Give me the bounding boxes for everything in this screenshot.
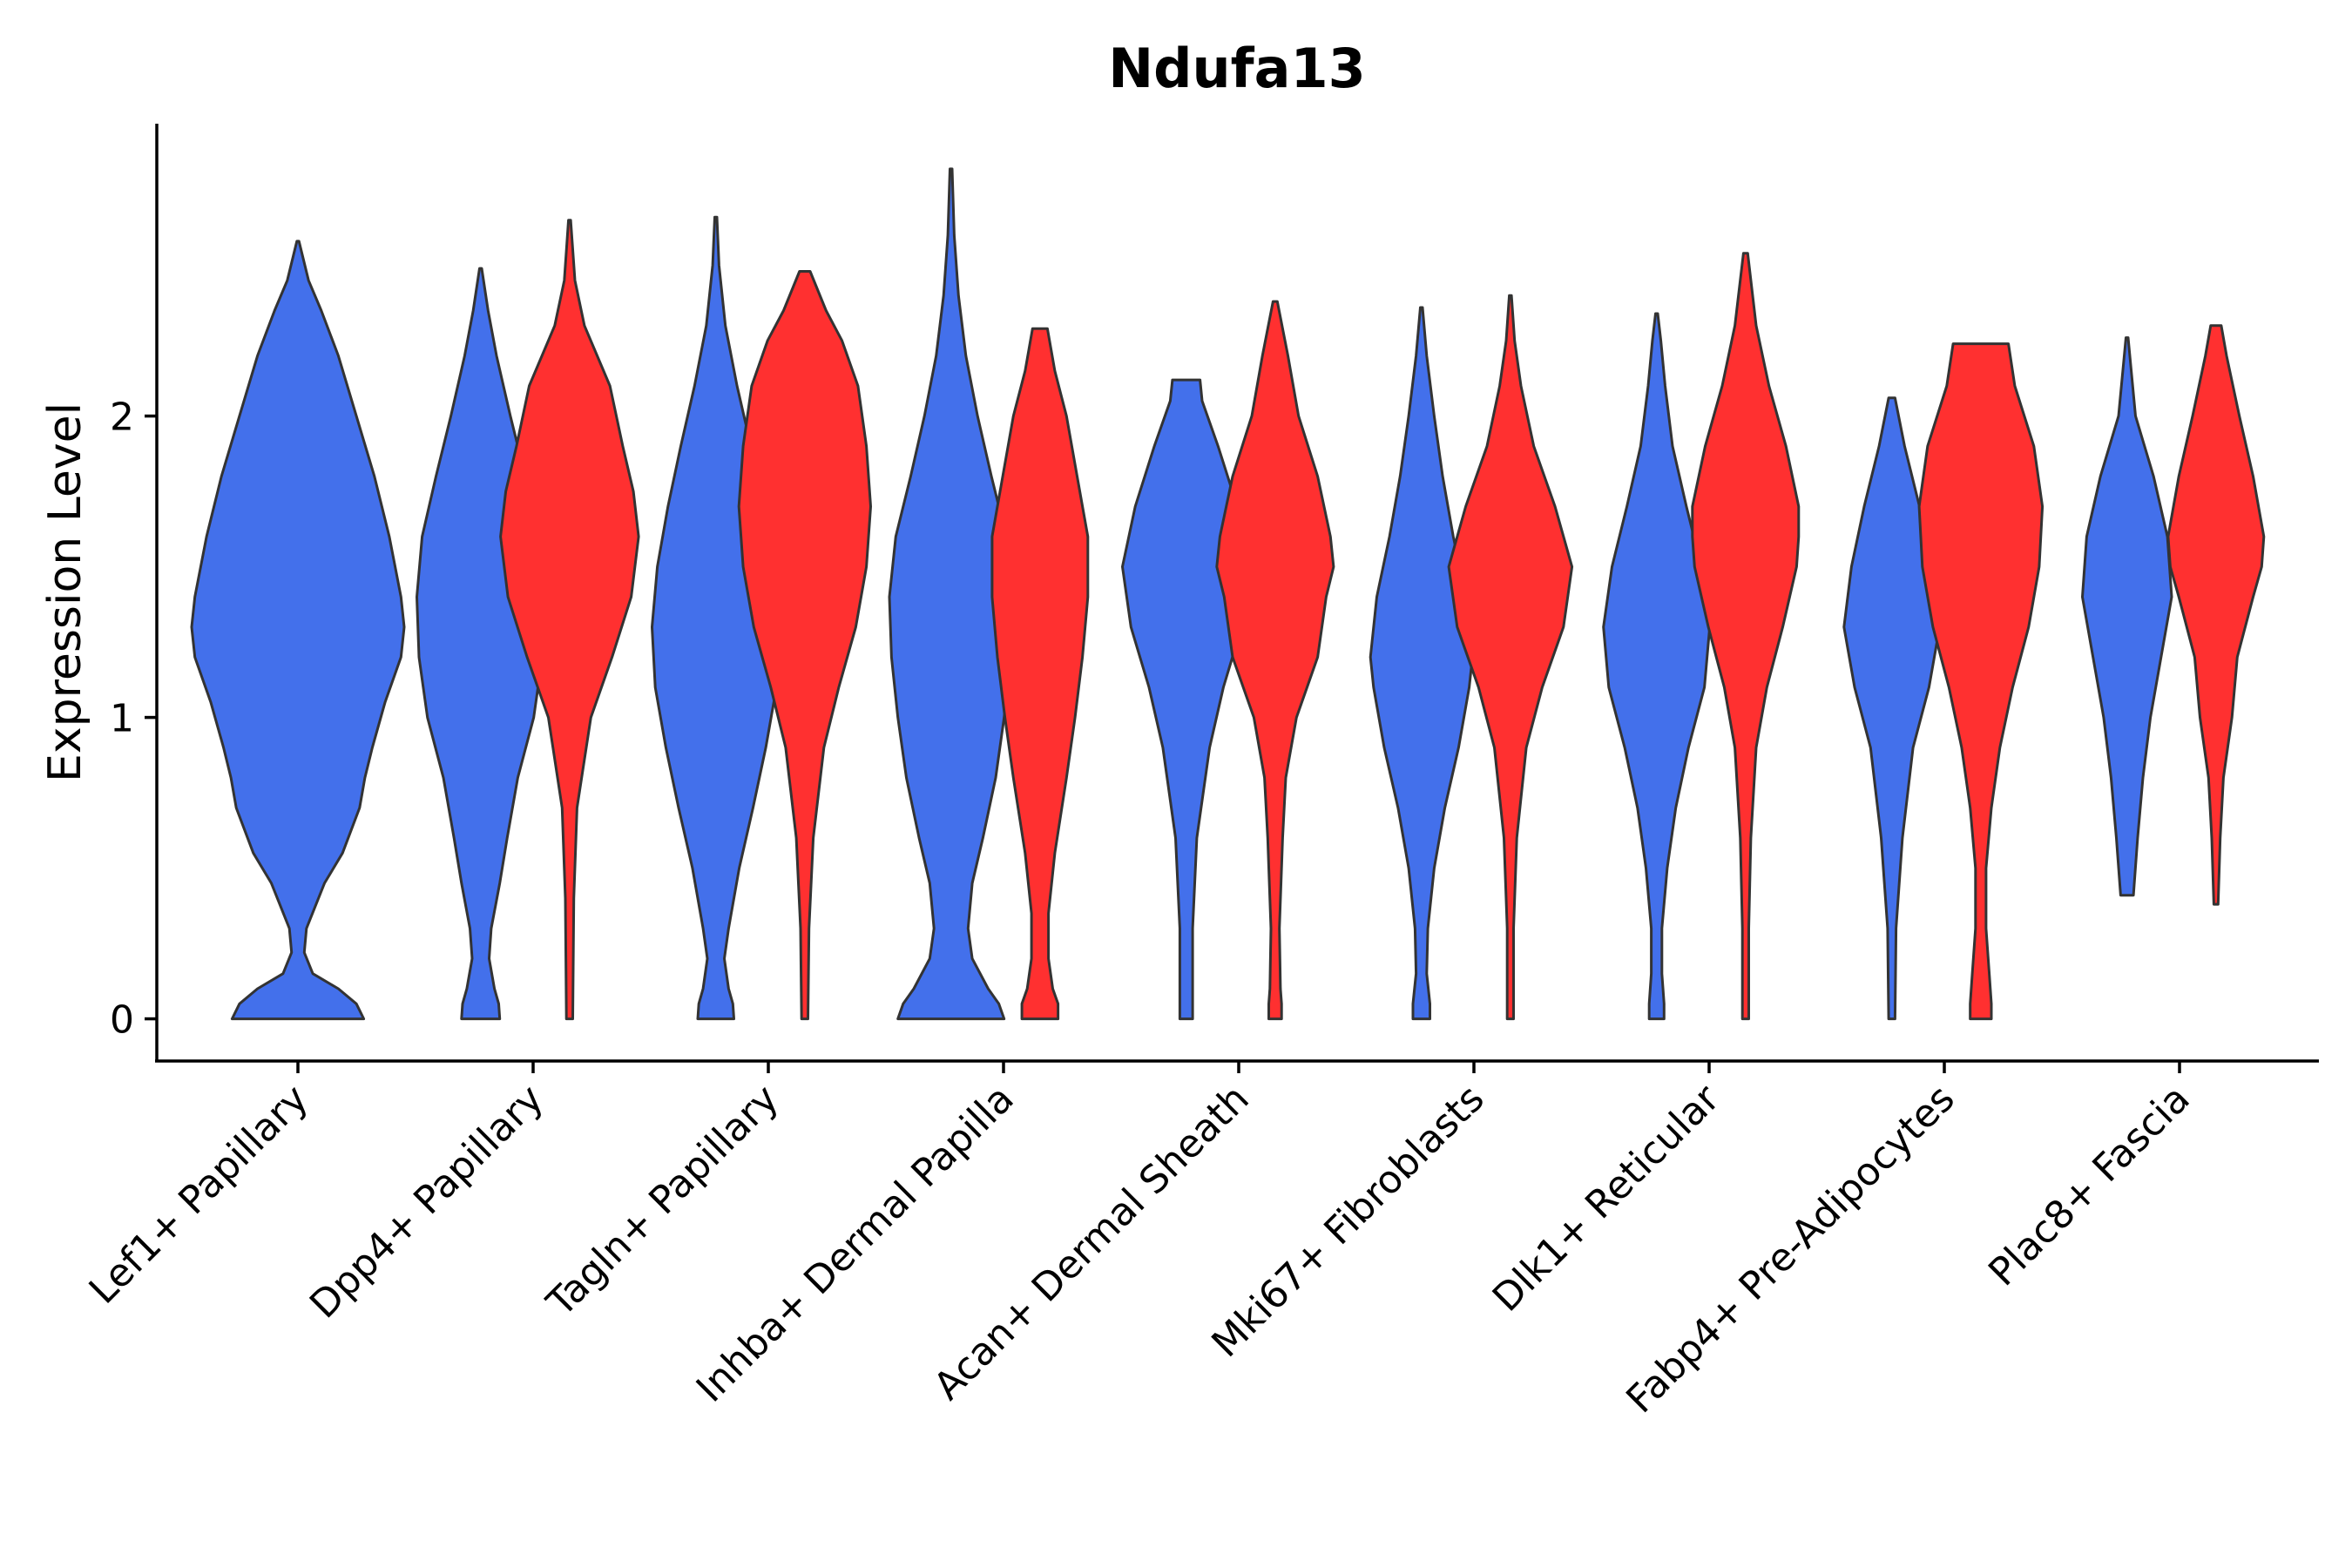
violin-layer: [190, 167, 2266, 1021]
x-tick-label: Plac8+ Fascia: [1980, 1077, 2199, 1295]
x-tick-label: Lef1+ Papillary: [81, 1077, 317, 1313]
violin-inhba-dermal-papilla-a: [888, 167, 1014, 1021]
violin-dlk1-reticular-a: [1602, 312, 1712, 1021]
violin-inhba-dermal-papilla-b: [990, 327, 1090, 1021]
x-tick-label: Tagln+ Papillary: [538, 1077, 787, 1326]
violin-mki67-fibroblasts-a: [1369, 306, 1474, 1021]
x-tick-label: Dpp4+ Papillary: [301, 1077, 552, 1328]
violin-lef1-papillary-a: [190, 240, 406, 1021]
violin-dpp4-papillary-a: [416, 267, 546, 1021]
violin-tagln-papillary-b: [737, 270, 872, 1021]
violin-acan-dermal-sheath-a: [1121, 378, 1252, 1021]
violin-fabp4-pre-adipocytes-a: [1842, 396, 1942, 1021]
violin-plac8-fascia-b: [2166, 324, 2266, 906]
violin-dpp4-papillary-b: [499, 219, 640, 1021]
y-axis-label: Expression Level: [39, 402, 91, 782]
y-axis-ticks: 0 1 2: [110, 395, 157, 1043]
y-tick-label: 2: [110, 395, 134, 440]
violin-mki67-fibroblasts-b: [1447, 294, 1574, 1021]
violin-acan-dermal-sheath-b: [1215, 300, 1335, 1021]
violin-plac8-fascia-a: [2081, 336, 2173, 897]
x-tick-label: Mki67+ Fibroblasts: [1203, 1077, 1492, 1366]
violin-fabp4-pre-adipocytes-b: [1917, 342, 2044, 1021]
violin-tagln-papillary-a: [651, 215, 781, 1021]
violin-dlk1-reticular-b: [1691, 252, 1801, 1021]
y-tick-label: 1: [110, 697, 134, 741]
y-tick-label: 0: [110, 998, 134, 1043]
chart-title: Ndufa13: [1108, 37, 1366, 100]
x-tick-label: Dlk1+ Reticular: [1484, 1076, 1729, 1321]
